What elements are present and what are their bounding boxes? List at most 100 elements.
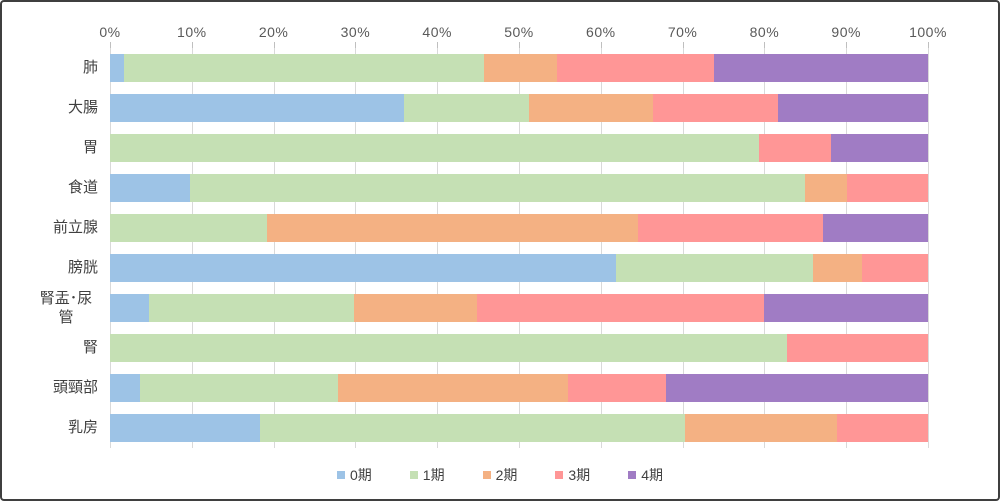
gridline: [928, 48, 929, 448]
bar-segment-4期: [666, 374, 928, 402]
bar-segment-1期: [110, 134, 760, 162]
x-axis-tick-mark: [191, 42, 193, 48]
legend-label: 3期: [568, 467, 591, 483]
gridline: [846, 48, 848, 448]
x-axis-tick-label: 80%: [749, 24, 780, 40]
category-label-9: 頭頸部: [20, 368, 98, 408]
category-label-4: 食道: [20, 168, 98, 208]
gridline: [191, 48, 193, 448]
gridline: [273, 48, 275, 448]
x-axis-tick-label: 70%: [667, 24, 698, 40]
bar-row: [110, 94, 928, 122]
legend-label: 2期: [495, 467, 518, 483]
category-label-6: 膀胱: [20, 248, 98, 288]
legend-label: 0期: [350, 467, 372, 483]
category-label-3: 胃: [20, 128, 98, 168]
bar-segment-3期: [837, 414, 928, 442]
bar-segment-1期: [123, 54, 484, 82]
x-axis-tick-label: 0%: [99, 24, 121, 40]
gridline: [600, 48, 602, 448]
bar-segment-1期: [616, 254, 814, 282]
bar-segment-4期: [778, 94, 928, 122]
x-axis-tick-mark: [846, 42, 848, 48]
bar-segment-1期: [259, 414, 686, 442]
x-axis-tick-mark: [764, 42, 766, 48]
category-label-2: 大腸: [20, 88, 98, 128]
x-axis-tick-label: 50%: [504, 24, 534, 40]
legend-item: 0期: [337, 465, 372, 485]
bar-segment-0期: [110, 174, 191, 202]
legend-swatch-icon: [482, 471, 491, 479]
category-label-text: 腎: [82, 339, 98, 357]
bar-segment-0期: [110, 254, 617, 282]
x-axis-tick-mark: [110, 42, 111, 48]
category-label-10: 乳房: [20, 408, 98, 448]
bar-row: [110, 414, 928, 442]
x-axis-tick-label: 10%: [177, 24, 207, 40]
bar-segment-4期: [713, 54, 928, 82]
category-label-text: 乳房: [67, 419, 98, 437]
bar-segment-3期: [653, 94, 779, 122]
bar-segment-1期: [403, 94, 529, 122]
x-axis-tick-mark: [682, 42, 684, 48]
x-axis-tick-mark: [273, 42, 275, 48]
category-label-text: 胃: [82, 139, 98, 157]
x-axis-tick-label: 90%: [831, 24, 861, 40]
category-label-text: 前立腺: [52, 219, 98, 237]
bar-segment-0期: [110, 294, 150, 322]
gridline: [682, 48, 684, 448]
gridline: [519, 48, 520, 448]
plot-area: [110, 48, 929, 448]
category-label-text: 頭頸部: [52, 379, 98, 397]
x-axis: 0% 10% 20% 30% 40% 50% 60% 70% 80% 90% 100%: [2, 2, 998, 48]
bar-segment-0期: [110, 54, 124, 82]
x-axis-tick-mark: [600, 42, 602, 48]
category-label-text: 膀胱: [67, 259, 98, 277]
bar-segment-2期: [805, 174, 847, 202]
x-axis-tick-mark: [437, 42, 439, 48]
bar-row: [110, 254, 928, 282]
category-label-text: 肺: [82, 59, 98, 77]
legend-swatch-icon: [409, 471, 418, 479]
gridline: [110, 48, 111, 448]
bar-segment-2期: [813, 254, 862, 282]
bar-segment-2期: [685, 414, 838, 442]
x-axis-tick-label: 20%: [258, 24, 289, 40]
bar-segment-0期: [110, 414, 260, 442]
category-label-1: 肺: [20, 48, 98, 88]
legend-item: 2期: [482, 465, 518, 485]
bar-row: [110, 54, 928, 82]
bar-segment-0期: [110, 94, 404, 122]
bar-row: [110, 334, 928, 362]
bar-segment-2期: [267, 214, 638, 242]
x-axis-tick-label: 30%: [340, 24, 371, 40]
bar-row: [110, 374, 928, 402]
bar-segment-3期: [568, 374, 667, 402]
legend: 0期 1期 2期 3期 4期: [2, 460, 998, 490]
x-axis-tick-mark: [355, 42, 357, 48]
x-axis-tick-mark: [519, 42, 520, 48]
bar-segment-2期: [528, 94, 654, 122]
bar-row: [110, 294, 928, 322]
category-label-5: 前立腺: [20, 208, 98, 248]
bar-segment-3期: [861, 254, 928, 282]
legend-label: 4期: [641, 467, 663, 483]
legend-item: 4期: [628, 465, 663, 485]
bar-segment-1期: [110, 334, 788, 362]
legend-item: 3期: [555, 465, 590, 485]
bar-row: [110, 134, 928, 162]
bar-segment-1期: [149, 294, 354, 322]
bar-segment-2期: [483, 54, 557, 82]
x-axis-tick-label: 100%: [909, 24, 947, 40]
category-label-text: 大腸: [67, 99, 98, 117]
bar-row: [110, 174, 928, 202]
category-label-text: 食道: [67, 179, 98, 197]
bar-row: [110, 214, 928, 242]
bar-segment-3期: [846, 174, 928, 202]
bar-segment-3期: [637, 214, 824, 242]
bar-segment-4期: [764, 294, 928, 322]
bar-segment-1期: [110, 214, 268, 242]
bar-segment-4期: [823, 214, 928, 242]
category-label-7: 腎盂･尿管: [20, 288, 98, 328]
